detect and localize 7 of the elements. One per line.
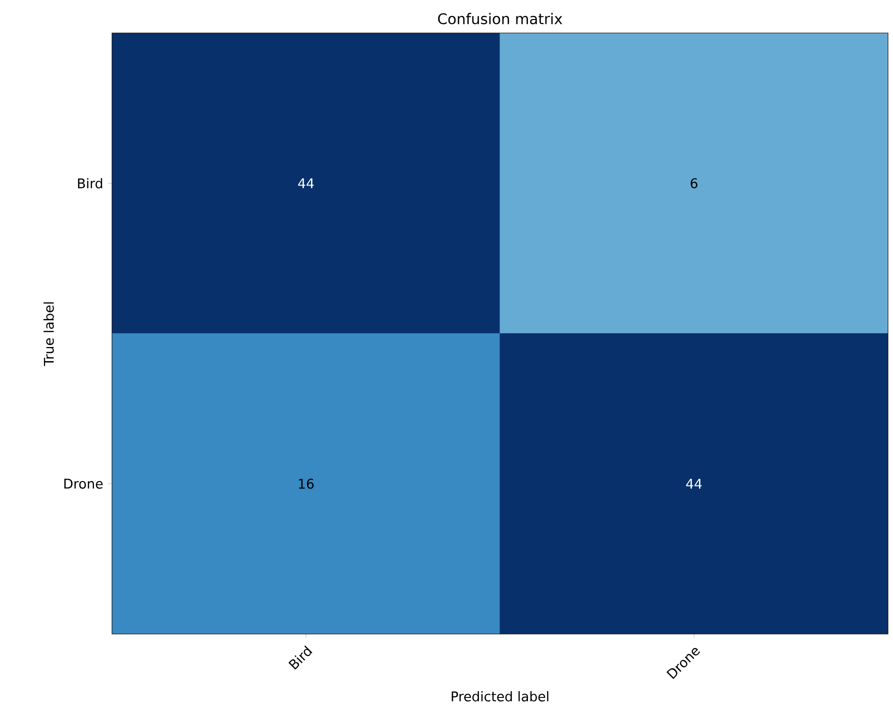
data-label: 44 [686,478,702,489]
data-label: 6 [690,178,698,188]
y-axis-title: True label [44,302,54,366]
x-axis-title: Predicted label [452,691,548,702]
data-label: 44 [298,178,314,188]
data-label: 16 [298,478,314,489]
chart-title: Confusion matrix [438,12,562,24]
